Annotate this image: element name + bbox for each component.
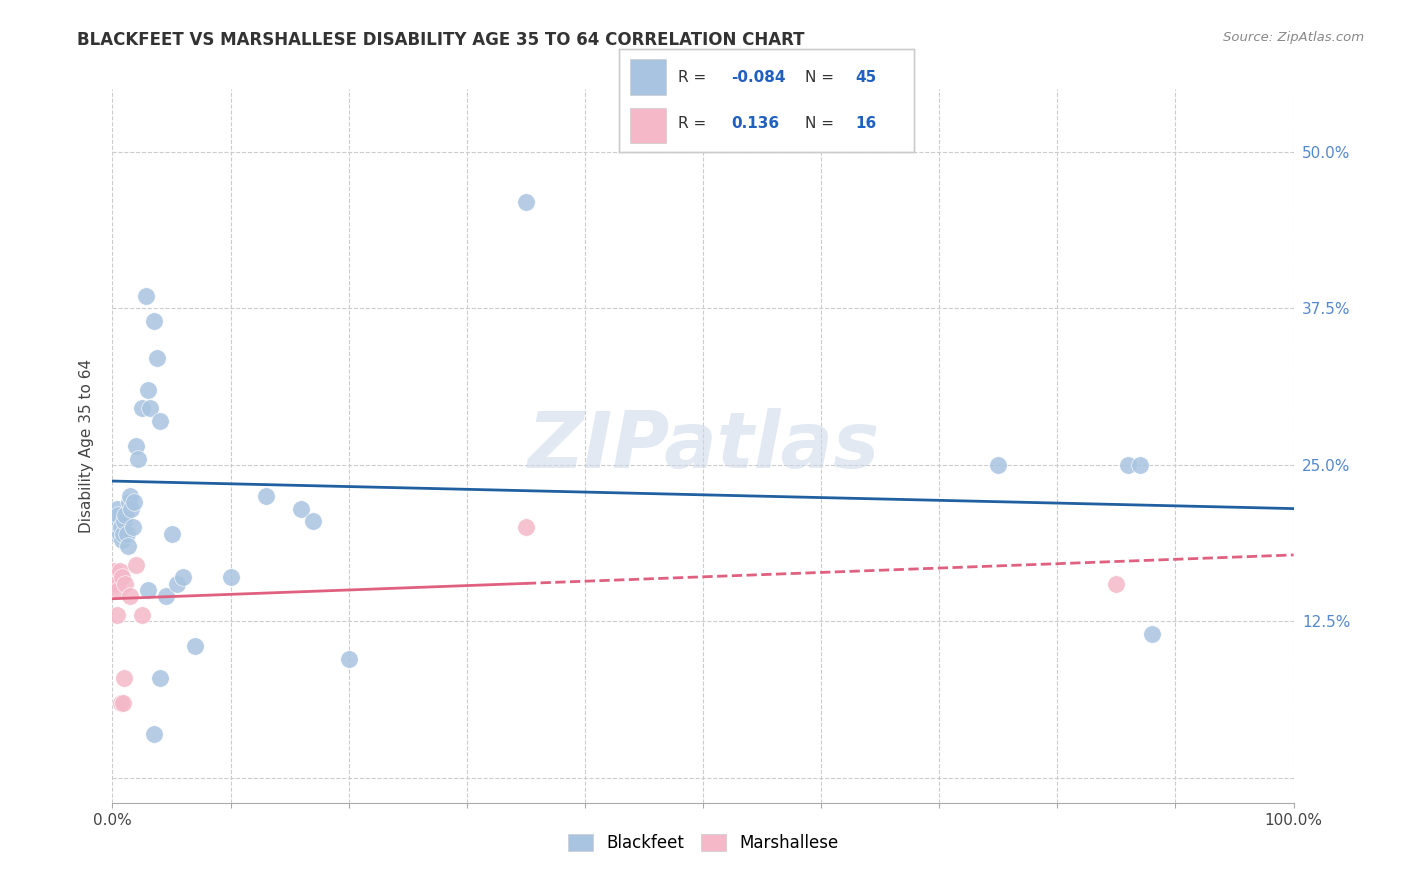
Point [1129,458,1152,472]
Point [110,696,132,710]
Point [125,558,148,572]
Point [108,526,131,541]
Point [184,640,207,654]
Point [105,607,128,622]
Text: Source: ZipAtlas.com: Source: ZipAtlas.com [1223,31,1364,45]
Point [111,533,134,547]
Point [515,520,537,534]
Point [105,576,128,591]
Point [136,383,159,397]
Point [160,526,183,541]
Point [105,526,128,541]
Point [120,589,142,603]
Point [105,501,128,516]
Point [110,520,132,534]
Point [131,401,153,416]
Point [117,539,139,553]
Point [108,564,131,578]
Point [1140,627,1163,641]
Point [1116,458,1139,472]
Point [1105,576,1128,591]
Point [115,526,138,541]
Point [121,520,143,534]
Point [112,514,135,528]
Point [104,576,127,591]
Point [254,489,277,503]
Point [139,401,162,416]
Point [107,508,129,522]
Point [142,727,165,741]
Point [302,514,325,528]
Point [107,582,129,597]
Point [337,652,360,666]
Point [125,439,148,453]
Point [114,508,136,522]
Point [120,501,142,516]
Point [149,671,172,685]
Text: 45: 45 [855,70,876,85]
Point [290,501,312,516]
Point [142,314,165,328]
Text: 0.136: 0.136 [731,117,779,131]
Text: N =: N = [804,70,838,85]
Y-axis label: Disability Age 35 to 64: Disability Age 35 to 64 [79,359,94,533]
Point [987,458,1010,472]
Point [114,576,136,591]
Point [149,414,172,428]
Text: -0.084: -0.084 [731,70,786,85]
Point [112,696,135,710]
Point [112,526,135,541]
Point [103,508,125,522]
Point [112,671,135,685]
Point [131,607,153,622]
Text: 16: 16 [855,117,876,131]
Point [120,489,142,503]
Point [104,514,127,528]
Legend: Blackfeet, Marshallese: Blackfeet, Marshallese [561,827,845,859]
Text: ZIPatlas: ZIPatlas [527,408,879,484]
Text: R =: R = [678,70,711,85]
Point [155,589,177,603]
Text: R =: R = [678,117,711,131]
Point [111,570,134,584]
Point [127,451,149,466]
Point [515,194,537,209]
FancyBboxPatch shape [630,108,666,144]
Text: BLACKFEET VS MARSHALLESE DISABILITY AGE 35 TO 64 CORRELATION CHART: BLACKFEET VS MARSHALLESE DISABILITY AGE … [77,31,804,49]
Point [219,570,242,584]
Point [135,289,157,303]
Point [103,564,125,578]
Point [118,495,141,509]
Point [122,495,145,509]
Point [136,582,159,597]
Point [146,351,169,366]
Point [172,570,194,584]
FancyBboxPatch shape [630,60,666,95]
Point [166,576,188,591]
Text: N =: N = [804,117,838,131]
